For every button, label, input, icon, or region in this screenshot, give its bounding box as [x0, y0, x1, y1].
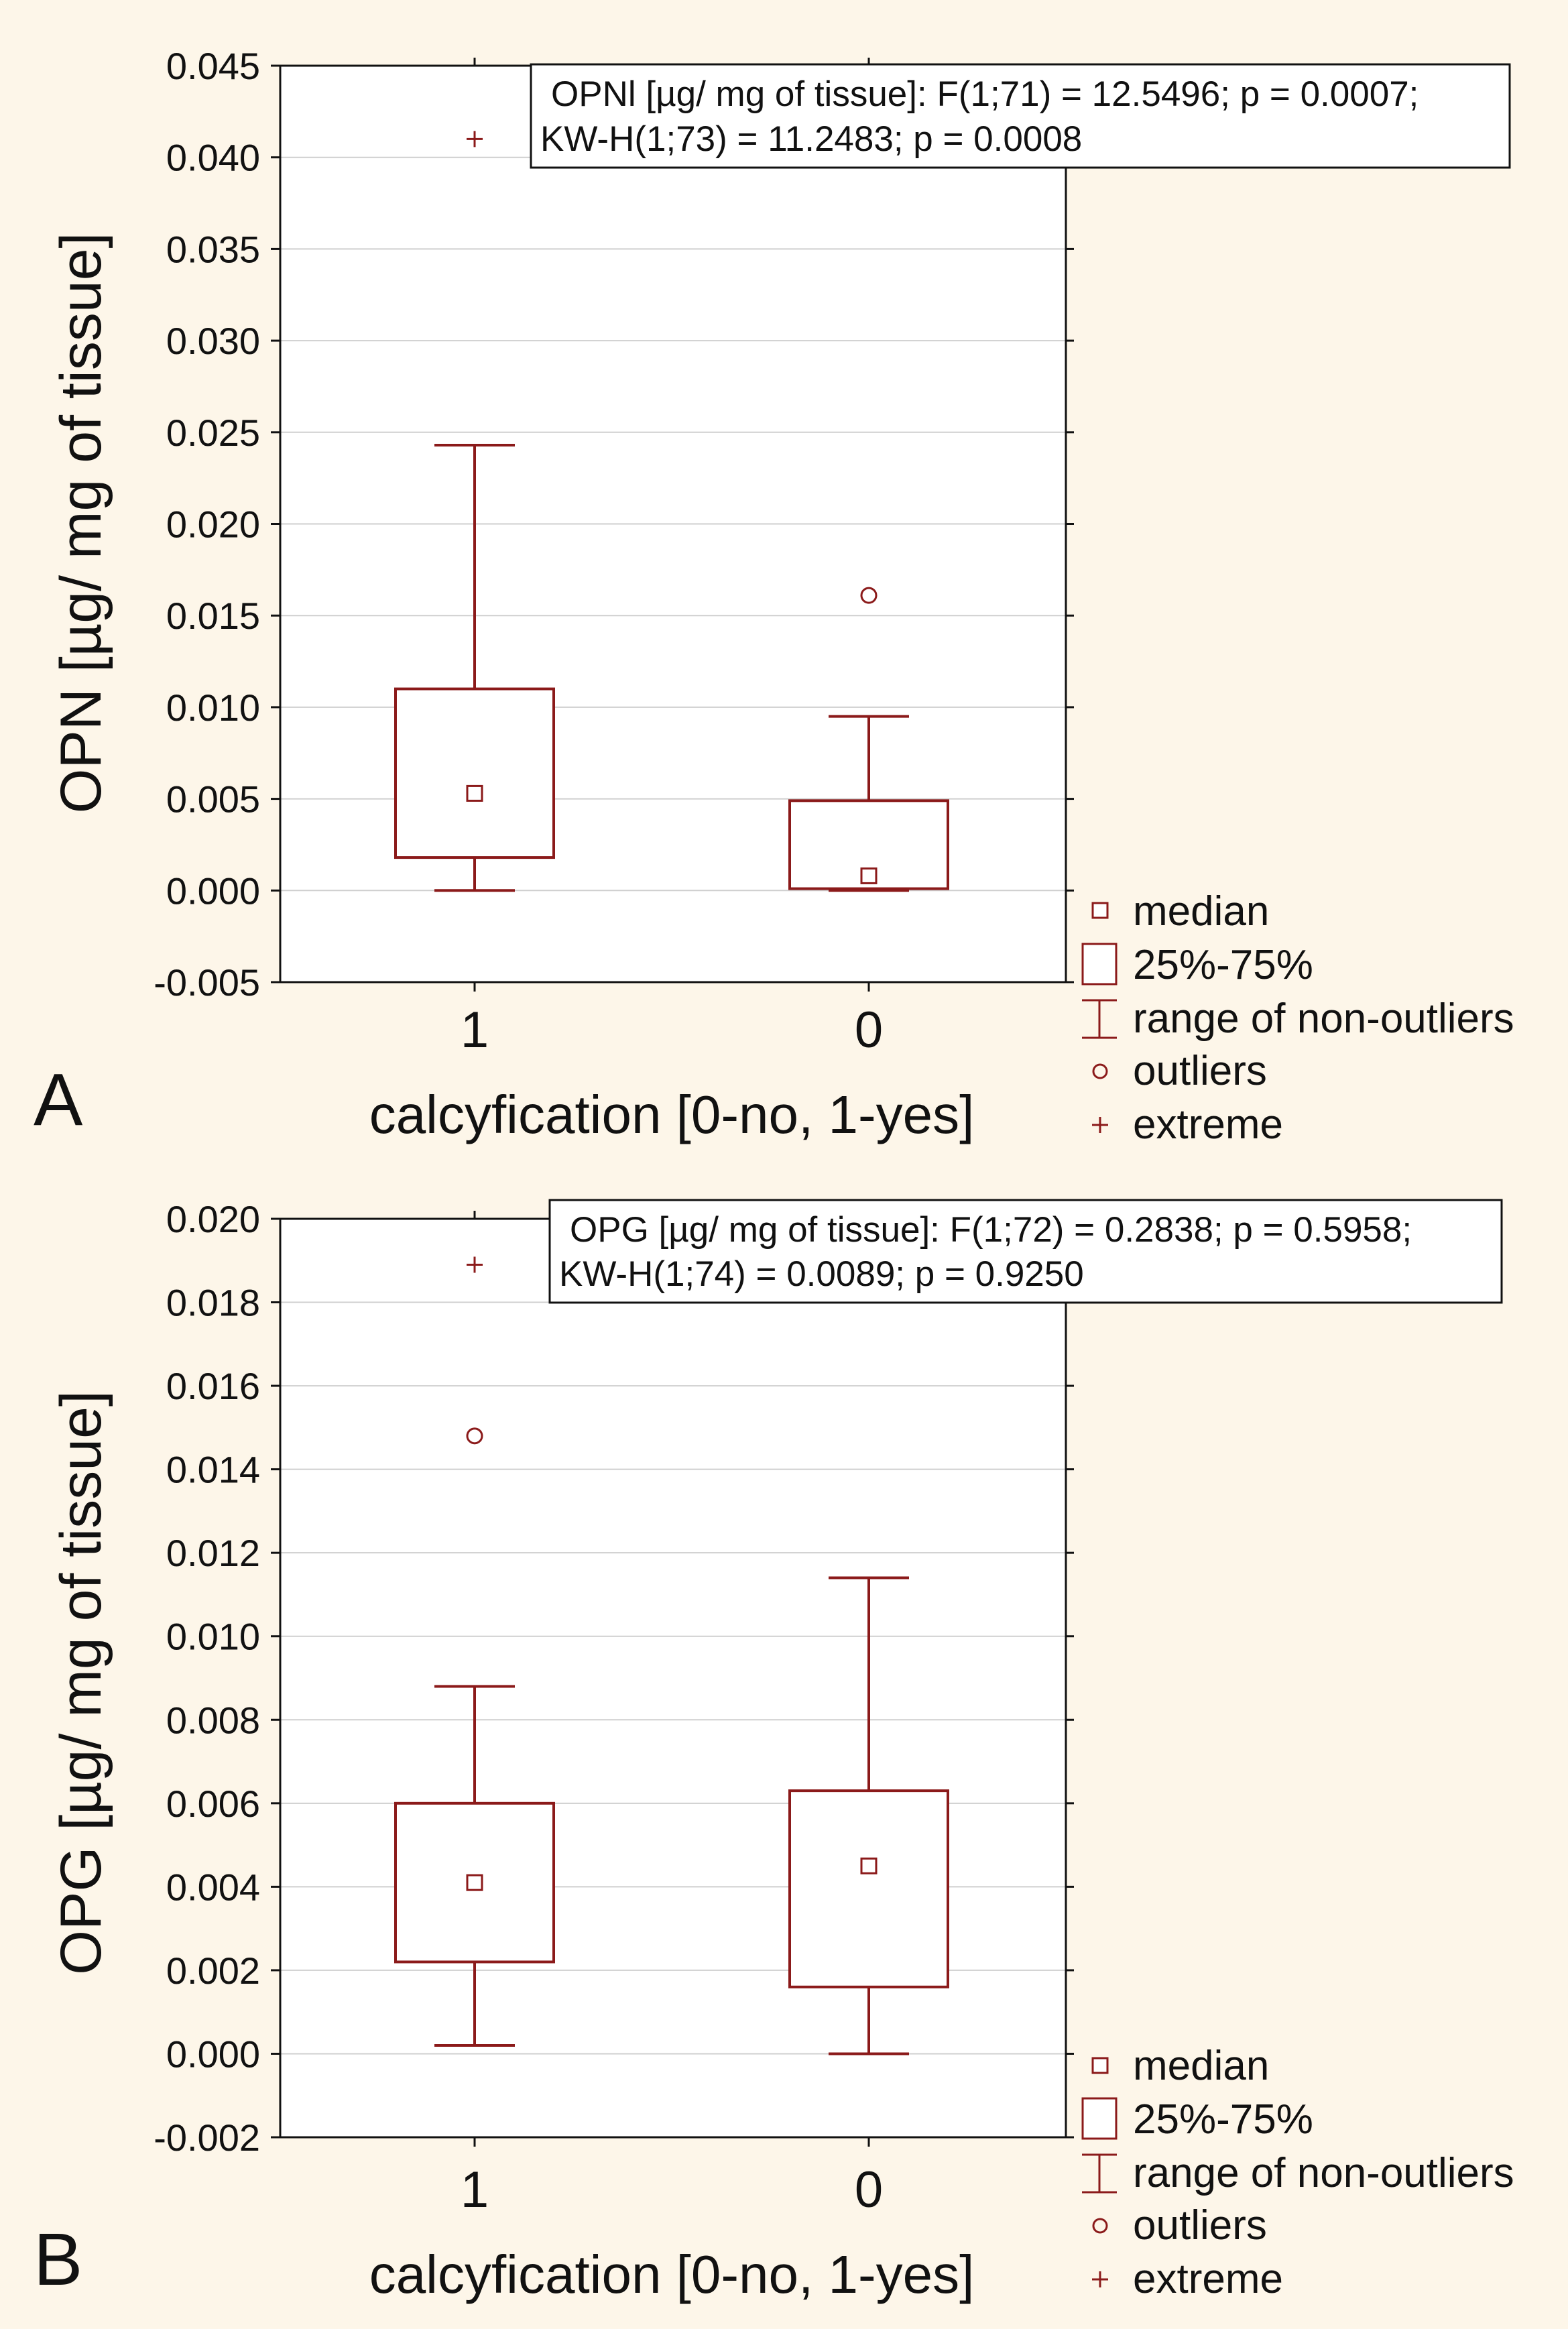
- median-marker: [466, 1874, 483, 1891]
- panel-b-cat-label-0: 0: [855, 2161, 883, 2218]
- panel-b-stats-annotation: OPG [µg/ mg of tissue]: F(1;72) = 0.2838…: [548, 1199, 1503, 1304]
- legend-extreme-label: extreme: [1133, 2256, 1283, 2302]
- y-tick-label: 0.006: [166, 1783, 260, 1825]
- y-tick-label: 0.000: [166, 870, 260, 912]
- outlier-point: [860, 587, 878, 604]
- legend-whisker-icon: [1082, 999, 1117, 1039]
- legend-outlier-icon: [1092, 1063, 1108, 1079]
- median-marker: [860, 1857, 878, 1874]
- legend-extreme-icon: [1092, 2271, 1108, 2287]
- legend-extreme-icon: [1092, 1117, 1108, 1133]
- panel-a-legend: median 25%-75% range of non-outliers out…: [1081, 888, 1514, 1148]
- panel-a-box-marks: [394, 131, 949, 892]
- panel-a: 0.045 0.040 0.035 0.030 0.025 0.020 0.015 0.010…: [20, 20, 1549, 1163]
- legend-outlier-label: outliers: [1133, 2202, 1267, 2249]
- y-tick-label: 0.008: [166, 1699, 260, 1741]
- legend-outlier-label: outliers: [1133, 1048, 1267, 1094]
- y-tick-label: 0.025: [166, 412, 260, 454]
- y-tick-label: 0.010: [166, 1616, 260, 1658]
- legend-outlier-icon: [1092, 2218, 1108, 2234]
- panel-b-stats-line1: OPG [µg/ mg of tissue]: F(1;72) = 0.2838…: [570, 1210, 1412, 1250]
- legend-median-icon: [1091, 2057, 1109, 2074]
- extreme-point: [467, 1256, 483, 1273]
- y-tick-label: -0.005: [154, 961, 260, 1004]
- legend-whisker-label: range of non-outliers: [1133, 996, 1514, 1042]
- median-marker: [860, 867, 878, 884]
- y-tick-label: 0.005: [166, 778, 260, 821]
- y-tick-label: 0.016: [166, 1365, 260, 1407]
- legend-box-label: 25%-75%: [1133, 942, 1313, 988]
- panel-b-y-ticks: 0.020 0.018 0.016 0.014 0.012 0.010 0.008 0.006…: [154, 1198, 1074, 2159]
- panel-b-y-axis-label: OPG [µg/ mg of tissue]: [49, 1390, 113, 1975]
- y-tick-label: 0.020: [166, 503, 260, 546]
- panel-b-gridlines: [280, 1219, 1066, 2137]
- panel-a-stats-box: [530, 63, 1511, 169]
- panel-b: 0.020 0.018 0.016 0.014 0.012 0.010 0.008 0.006…: [20, 1177, 1549, 2310]
- y-tick-label: 0.012: [166, 1532, 260, 1574]
- y-tick-label: 0.040: [166, 137, 260, 179]
- panel-a-stats-line1: OPNl [µg/ mg of tissue]: F(1;71) = 12.54…: [551, 74, 1419, 114]
- panel-a-stats-annotation: OPNl [µg/ mg of tissue]: F(1;71) = 12.54…: [530, 63, 1511, 169]
- y-tick-label: 0.002: [166, 1950, 260, 1992]
- y-tick-label: 0.010: [166, 686, 260, 729]
- legend-median-label: median: [1133, 2043, 1269, 2089]
- panel-b-stats-box: [548, 1199, 1503, 1304]
- median-marker: [466, 784, 483, 802]
- y-tick-label: 0.000: [166, 2033, 260, 2075]
- legend-box-icon: [1081, 943, 1118, 986]
- outlier-point: [466, 1427, 483, 1445]
- y-tick-label: 0.015: [166, 595, 260, 637]
- panel-b-box-marks: [394, 1256, 949, 2055]
- iqr-box: [394, 687, 555, 859]
- legend-box-label: 25%-75%: [1133, 2096, 1313, 2143]
- y-tick-label: 0.045: [166, 45, 260, 87]
- panel-b-letter: B: [34, 2218, 82, 2301]
- legend-median-label: median: [1133, 888, 1269, 935]
- panel-a-y-ticks: 0.045 0.040 0.035 0.030 0.025 0.020 0.015 0.010…: [154, 45, 1074, 1004]
- legend-whisker-icon: [1082, 2153, 1117, 2194]
- panel-a-cat-label-0: 0: [855, 1002, 883, 1059]
- y-tick-label: 0.020: [166, 1198, 260, 1240]
- y-tick-label: 0.014: [166, 1449, 260, 1491]
- panel-a-x-axis-label: calcyfication [0-no, 1-yes]: [369, 1085, 975, 1144]
- panel-a-cat-label-1: 1: [461, 1002, 489, 1059]
- panel-b-legend: median 25%-75% range of non-outliers out…: [1081, 2043, 1514, 2302]
- legend-box-icon: [1081, 2097, 1118, 2140]
- y-tick-label: 0.035: [166, 228, 260, 270]
- panel-b-stats-line2: KW-H(1;74) = 0.0089; p = 0.9250: [559, 1254, 1084, 1294]
- extreme-point: [467, 131, 483, 147]
- iqr-box: [788, 1789, 949, 1988]
- panel-b-cat-label-1: 1: [461, 2161, 489, 2218]
- panel-a-y-axis-label: OPN [µg/ mg of tissue]: [49, 233, 113, 814]
- y-tick-label: 0.018: [166, 1282, 260, 1324]
- legend-median-icon: [1091, 902, 1109, 919]
- y-tick-label: 0.030: [166, 320, 260, 362]
- legend-whisker-label: range of non-outliers: [1133, 2150, 1514, 2196]
- panel-a-letter: A: [34, 1059, 83, 1141]
- y-tick-label: 0.004: [166, 1866, 260, 1908]
- panel-a-stats-line2: KW-H(1;73) = 11.2483; p = 0.0008: [540, 119, 1082, 159]
- legend-extreme-label: extreme: [1133, 1101, 1283, 1148]
- y-tick-label: -0.002: [154, 2116, 260, 2159]
- panel-b-x-axis-label: calcyfication [0-no, 1-yes]: [369, 2245, 975, 2304]
- plot-area: [280, 1219, 1066, 2137]
